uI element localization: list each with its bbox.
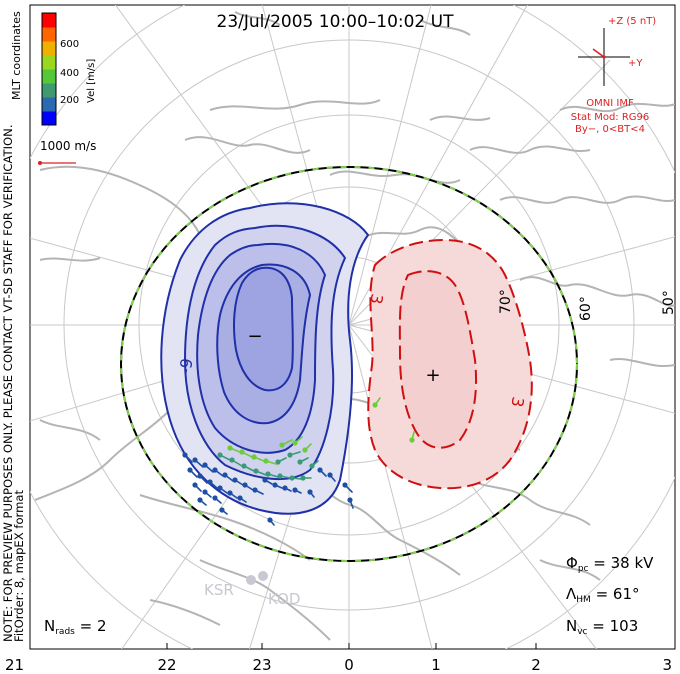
colorbar-segment [42,69,56,84]
nrads-readout: Nrads = 2 [44,617,107,637]
mlt-label-21: 21 [5,656,24,674]
colorbar-label: Vel [m/s] [86,59,97,103]
map-statistics: Φpc = 38 kV ΛHM = 61° Nvc = 103 Nrads = … [44,554,654,637]
stat-model: Stat Mod: RG96 [571,112,650,123]
preview-note: NOTE: FOR PREVIEW PURPOSES ONLY. PLEASE … [1,124,15,642]
reference-vector-label: 1000 m/s [40,139,96,153]
radar-stations: KSR KOD [204,571,300,608]
colorbar-tick-400: 400 [60,68,79,79]
mlt-label-1: 1 [431,656,441,674]
colorbar-segment [42,83,56,98]
positive-cell-sign: + [425,365,440,386]
nvc-readout: Nvc = 103 [566,617,638,637]
velocity-colorbar: 600 400 200 Vel [m/s] [41,12,97,126]
imf-source: OMNI IMF [586,98,634,109]
contour-label-pos-2: 3 [507,395,527,408]
colorbar-tick-200: 200 [60,95,79,106]
colorbar-segment [42,27,56,42]
lat-label-70: 70° [498,289,514,314]
fit-order-note: FitOrder: 8, mapEX format [12,489,26,642]
positive-cell [367,238,533,490]
mlt-label-0: 0 [344,656,354,674]
imf-clock-dial: +Z (5 nT) +Y OMNI IMF Stat Mod: RG96 By−… [571,16,657,135]
negative-cell [160,202,370,515]
imf-y-label: +Y [628,58,643,69]
mlt-label-3: 3 [662,656,672,674]
lambda-hm-readout: ΛHM = 61° [566,585,640,605]
station-kod: KOD [268,590,300,608]
colorbar-segment [42,97,56,112]
station-ksr: KSR [204,581,234,599]
mlt-ticks [29,643,676,649]
imf-condition: By−, 0<BT<4 [575,124,645,135]
colorbar-tick-600: 600 [60,39,79,50]
mlt-label-2: 2 [531,656,541,674]
plot-frame [29,4,676,650]
coordinates-label: MLT coordinates [10,11,23,100]
velocity-vectors [182,397,415,526]
colorbar-segment [42,111,56,126]
colorbar-segment [42,55,56,70]
phi-pc-readout: Φpc = 38 kV [566,554,654,574]
mlt-axis: 21 22 23 0 1 2 3 [5,656,672,674]
colorbar-segment [42,41,56,56]
mlt-label-22: 22 [157,656,176,674]
lat-label-50: 50° [661,290,677,315]
hm-boundary-dash [120,166,578,562]
contour-label-neg: -9 [175,357,196,376]
imf-z-label: +Z (5 nT) [608,16,656,27]
reference-vector: 1000 m/s [38,139,96,165]
contour-label-pos-1: 3 [366,292,386,305]
lat-label-60: 60° [578,296,594,321]
negative-cell-sign: − [247,326,262,347]
colorbar-segment [42,13,56,28]
map-title: 23/Jul/2005 10:00–10:02 UT [217,12,455,32]
mlt-label-23: 23 [252,656,271,674]
